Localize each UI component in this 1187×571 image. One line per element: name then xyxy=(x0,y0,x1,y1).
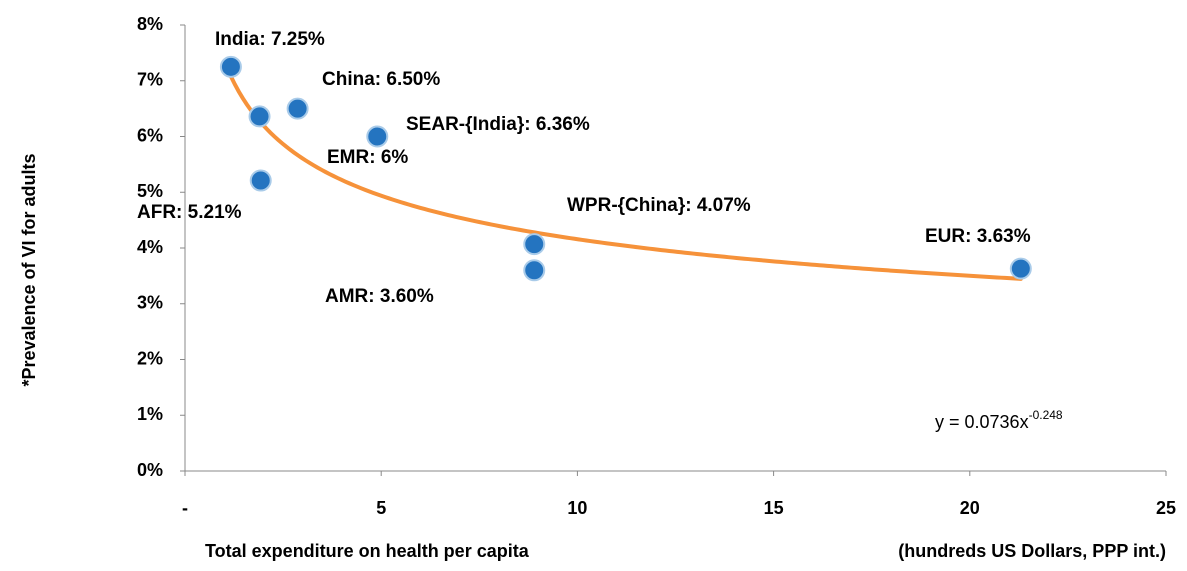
x-tick-label: 25 xyxy=(1156,498,1176,518)
data-point xyxy=(523,233,546,256)
annotation: China: 6.50% xyxy=(322,69,440,90)
annotation: India: 7.25% xyxy=(215,29,325,50)
y-tick-label: 8% xyxy=(137,14,163,34)
data-point xyxy=(286,97,309,120)
annotation: AFR: 5.21% xyxy=(137,202,242,223)
x-axis-label: Total expenditure on health per capita xyxy=(205,541,530,561)
equation-text: y = 0.0736x xyxy=(935,412,1029,432)
y-tick-label: 0% xyxy=(137,460,163,480)
x-tick-label: 20 xyxy=(960,498,980,518)
y-tick-label: 6% xyxy=(137,125,163,145)
x-tick-label: - xyxy=(182,498,188,518)
data-point xyxy=(249,169,272,192)
y-tick-label: 1% xyxy=(137,404,163,424)
equation-exponent: -0.248 xyxy=(1029,408,1063,422)
annotation: SEAR-{India}: 6.36% xyxy=(406,114,590,135)
y-tick-label: 2% xyxy=(137,348,163,368)
trendline xyxy=(228,74,1023,281)
x-tick-label: 15 xyxy=(764,498,784,518)
x-tick-label: 5 xyxy=(376,498,386,518)
y-tick-label: 5% xyxy=(137,181,163,201)
annotation: AMR: 3.60% xyxy=(325,286,434,307)
trendline-equation: y = 0.0736x-0.248 xyxy=(935,408,1063,432)
data-point xyxy=(219,55,242,78)
data-point xyxy=(523,259,546,282)
y-axis-label: *Prevalence of VI for adults xyxy=(19,153,39,386)
y-tick-label: 3% xyxy=(137,293,163,313)
y-tick-label: 7% xyxy=(137,70,163,90)
data-point xyxy=(366,125,389,148)
x-tick-label: 10 xyxy=(567,498,587,518)
data-point xyxy=(248,105,271,128)
annotation: EUR: 3.63% xyxy=(925,226,1031,247)
y-tick-label: 4% xyxy=(137,237,163,257)
x-axis-units: (hundreds US Dollars, PPP int.) xyxy=(898,541,1166,561)
annotation: WPR-{China}: 4.07% xyxy=(567,195,751,216)
data-point xyxy=(1009,257,1032,280)
annotation: EMR: 6% xyxy=(327,147,408,168)
